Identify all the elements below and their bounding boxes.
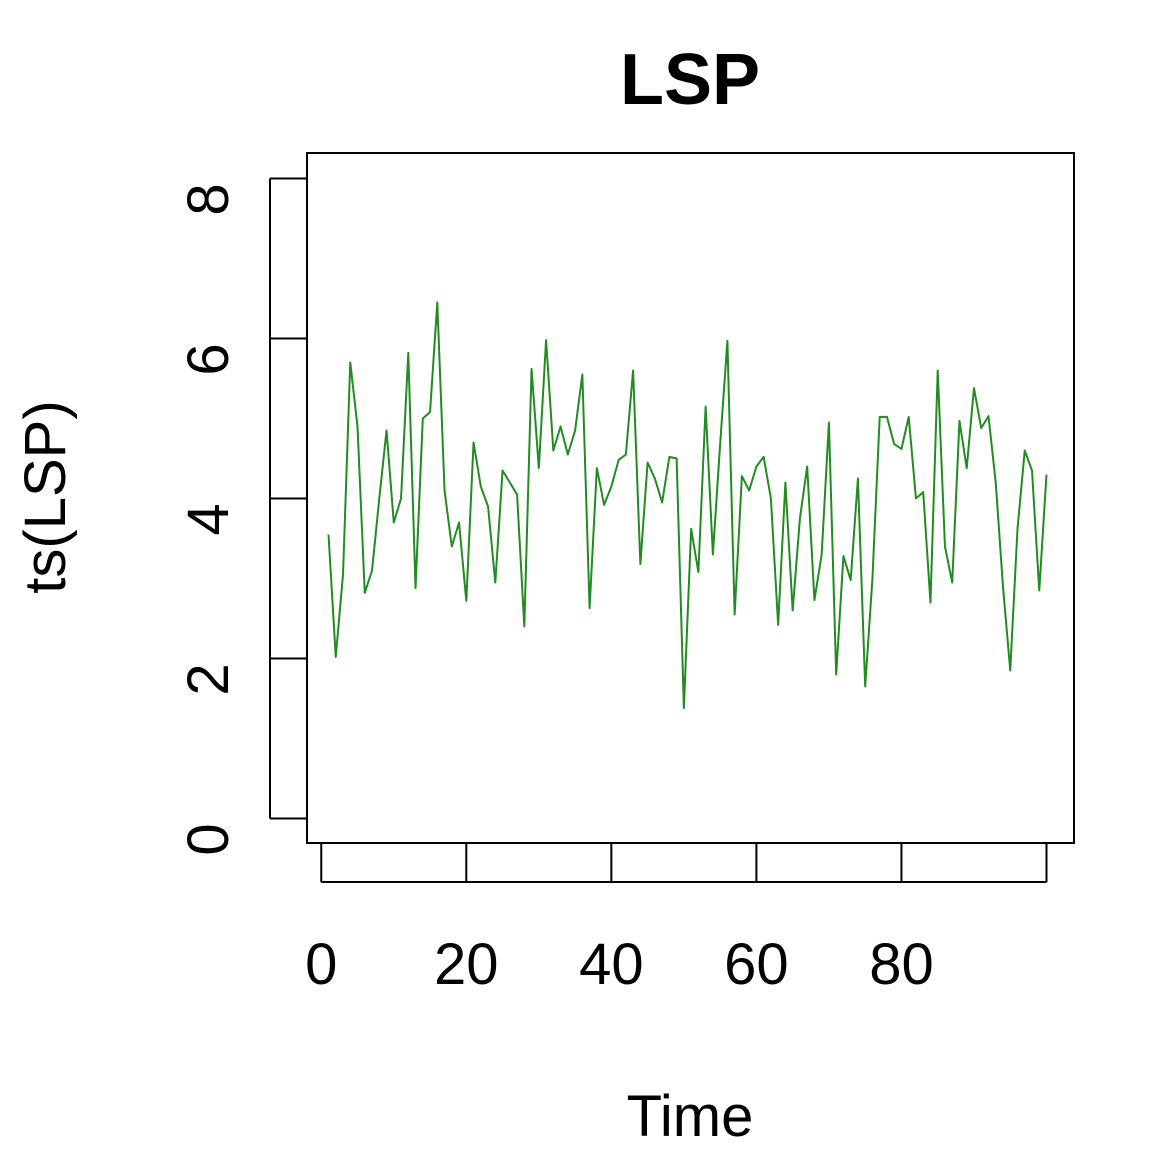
y-tick-label: 4 <box>176 503 241 535</box>
y-tick-label: 6 <box>176 343 241 375</box>
y-tick-label: 8 <box>176 183 241 215</box>
y-tick-label: 0 <box>176 823 241 855</box>
chart-title: LSP <box>620 40 760 120</box>
series-line <box>327 301 1048 710</box>
x-tick-label: 20 <box>434 932 499 997</box>
x-axis: 0 20 40 60 80 <box>305 843 1048 997</box>
y-tick-label: 2 <box>176 663 241 695</box>
y-axis: 0 2 4 6 8 <box>176 177 307 856</box>
x-tick-label: 40 <box>579 932 644 997</box>
x-axis-label: Time <box>627 1084 754 1149</box>
x-tick-label: 0 <box>305 932 337 997</box>
x-tick-label: 60 <box>724 932 789 997</box>
x-tick-label: 80 <box>869 932 934 997</box>
series-group <box>327 301 1048 710</box>
plot-frame <box>306 152 1075 844</box>
y-axis-label: ts(LSP) <box>13 400 78 593</box>
